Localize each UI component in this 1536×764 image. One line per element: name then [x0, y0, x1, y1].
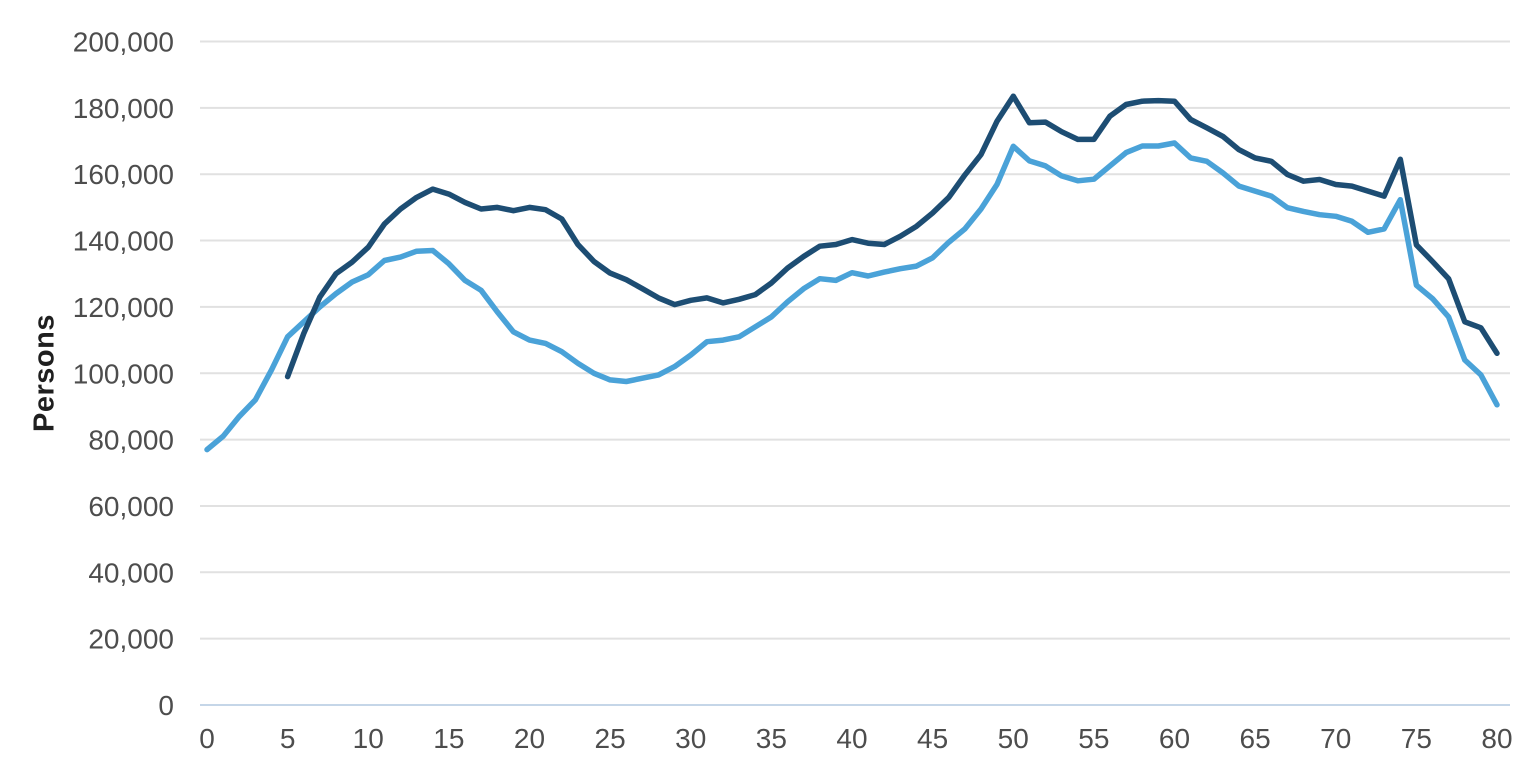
series-light-blue-line — [204, 140, 1500, 453]
y-tick-label-40000: 40,000 — [88, 557, 174, 588]
x-tick-label-60: 60 — [1159, 723, 1190, 754]
series-dark-blue-line — [284, 93, 1500, 380]
x-tick-label-10: 10 — [353, 723, 384, 754]
x-tick-label-15: 15 — [433, 723, 464, 754]
x-tick-label-75: 75 — [1401, 723, 1432, 754]
x-tick-label-45: 45 — [917, 723, 948, 754]
y-tick-label-100000: 100,000 — [73, 358, 174, 389]
x-tick-label-50: 50 — [998, 723, 1029, 754]
x-tick-label-20: 20 — [514, 723, 545, 754]
x-tick-label-80: 80 — [1481, 723, 1512, 754]
x-tick-label-55: 55 — [1078, 723, 1109, 754]
y-tick-label-80000: 80,000 — [88, 425, 174, 456]
x-tick-label-40: 40 — [836, 723, 867, 754]
x-tick-label-0: 0 — [199, 723, 215, 754]
x-tick-label-5: 5 — [280, 723, 296, 754]
x-tick-label-30: 30 — [675, 723, 706, 754]
x-tick-label-65: 65 — [1240, 723, 1271, 754]
y-tick-label-120000: 120,000 — [73, 292, 174, 323]
y-tick-label-160000: 160,000 — [73, 159, 174, 190]
x-tick-label-35: 35 — [756, 723, 787, 754]
x-tick-label-25: 25 — [595, 723, 626, 754]
y-axis-title: Persons — [28, 314, 61, 432]
x-tick-label-70: 70 — [1320, 723, 1351, 754]
y-tick-label-0: 0 — [158, 690, 174, 721]
y-tick-label-20000: 20,000 — [88, 624, 174, 655]
y-tick-label-200000: 200,000 — [73, 27, 174, 58]
y-tick-label-140000: 140,000 — [73, 226, 174, 257]
y-tick-label-180000: 180,000 — [73, 93, 174, 124]
y-tick-label-60000: 60,000 — [88, 491, 174, 522]
